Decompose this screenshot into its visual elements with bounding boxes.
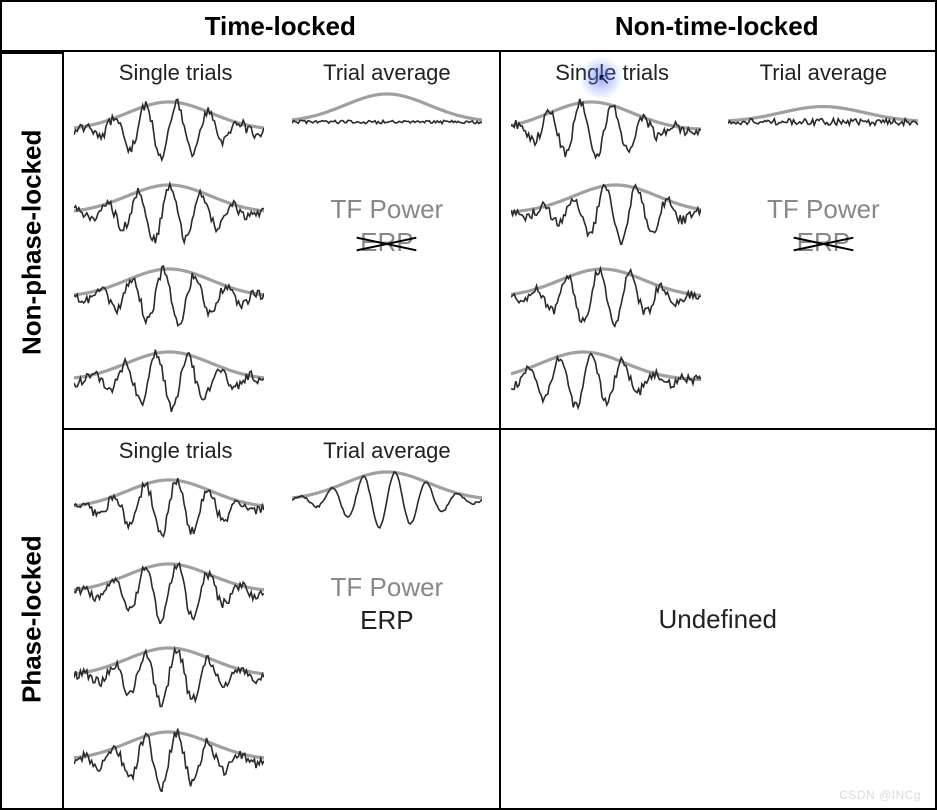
trial-average-label: Trial average (323, 438, 451, 464)
tf-power-label: TF Power (331, 572, 444, 603)
trial-stack (74, 90, 277, 420)
trial-stack (74, 468, 277, 800)
watermark: CSDN @INCg (839, 788, 921, 802)
single-trials-label: Single trials (119, 438, 233, 464)
single-trial-waveform (74, 98, 277, 162)
col-header-non-time-locked: Non-time-locked (499, 2, 936, 52)
single-trial-waveform (74, 476, 277, 540)
erp-label: ERP (360, 227, 413, 258)
col-header-time-locked: Time-locked (62, 2, 499, 52)
corner-cell (2, 2, 62, 52)
average-waveform (728, 90, 918, 154)
cell-phase-timelocked: Single trials Trial average TF Power ERP (62, 430, 499, 808)
row-header-non-phase-locked: Non-phase-locked (2, 52, 62, 430)
single-trials-label: Single trials (119, 60, 233, 86)
average-waveform (292, 468, 482, 532)
single-trial-waveform (511, 181, 714, 245)
single-trial-waveform (511, 348, 714, 412)
row-header-phase-locked: Phase-locked (2, 430, 62, 808)
cell-nonphase-timelocked: Single trials Trial average TF Power ERP (62, 52, 499, 430)
tf-power-label: TF Power (767, 194, 880, 225)
erp-label: ERP (360, 605, 413, 636)
cell-phase-nontimelocked: Undefined (499, 430, 936, 808)
single-trial-waveform (74, 560, 277, 624)
single-trial-waveform (74, 644, 277, 708)
single-trial-waveform (511, 98, 714, 162)
single-trial-waveform (511, 265, 714, 329)
average-waveform (292, 90, 482, 154)
single-trial-waveform (74, 265, 277, 329)
single-trial-waveform (74, 728, 277, 792)
single-trials-label: Single trials (555, 60, 669, 86)
figure-grid: Time-locked Non-time-locked Non-phase-lo… (0, 0, 937, 810)
tf-power-label: TF Power (331, 194, 444, 225)
single-trial-waveform (74, 181, 277, 245)
undefined-label: Undefined (658, 604, 777, 635)
cell-nonphase-nontimelocked: ↖ Single trials Trial average TF Power E… (499, 52, 936, 430)
single-trial-waveform (74, 348, 277, 412)
trial-average-label: Trial average (323, 60, 451, 86)
trial-average-label: Trial average (760, 60, 888, 86)
erp-label: ERP (797, 227, 850, 258)
trial-stack (511, 90, 714, 420)
